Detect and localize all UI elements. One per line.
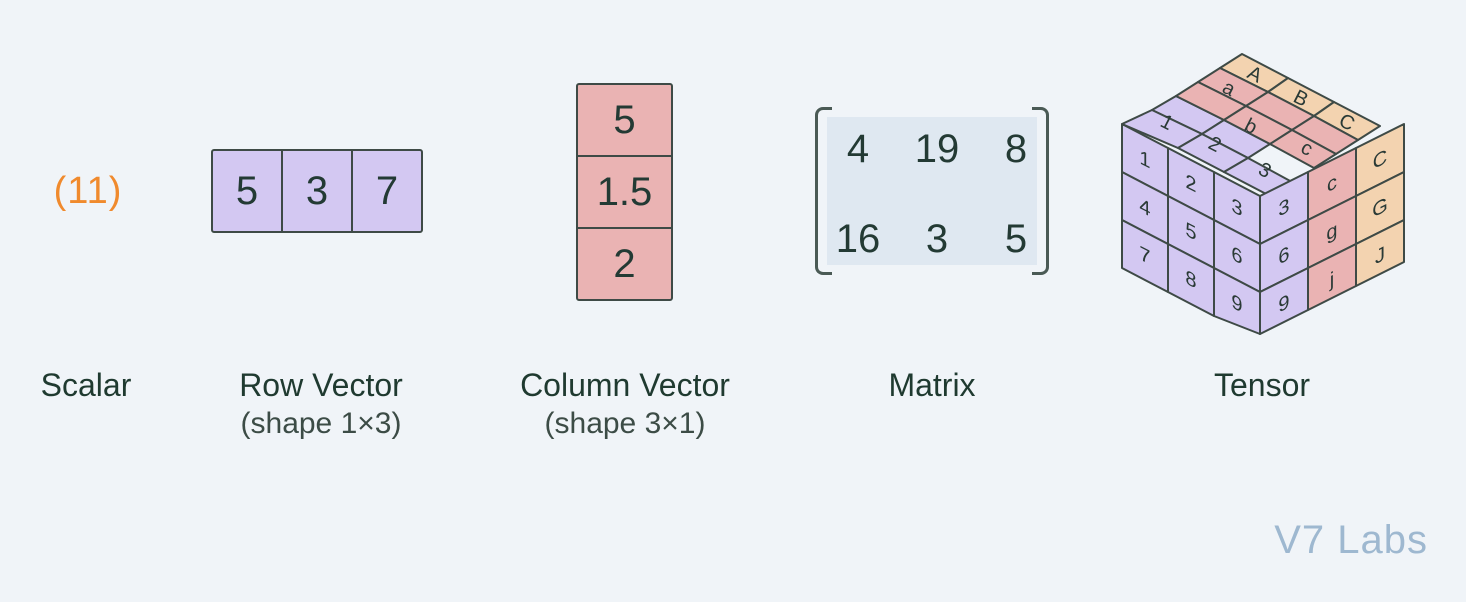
- matrix-cell: 3: [925, 217, 949, 261]
- tensor-side-label: 3: [1278, 193, 1289, 221]
- row-vector-cell: 7: [351, 149, 423, 233]
- tensor-front-label: 6: [1231, 241, 1242, 269]
- column-vector-caption: Column Vector (shape 3×1): [494, 364, 756, 442]
- tensor-front-label: 1: [1139, 145, 1150, 173]
- tensor-front-label: 7: [1139, 241, 1150, 269]
- matrix-left-bracket: [815, 107, 832, 275]
- row-vector-caption: Row Vector (shape 1×3): [200, 364, 442, 442]
- row-vector-cell: 3: [281, 149, 353, 233]
- tensor-label: Tensor: [1213, 367, 1311, 403]
- matrix-cell: 19: [914, 127, 960, 171]
- tensor-front-label: 5: [1185, 217, 1196, 245]
- matrix-cell: 4: [846, 127, 870, 171]
- scalar-value: (11): [53, 170, 123, 212]
- tensor-front-label: 2: [1185, 169, 1196, 197]
- column-vector-label: Column Vector: [520, 367, 730, 403]
- matrix-right-bracket: [1032, 107, 1049, 275]
- tensor-front-label: 9: [1231, 289, 1242, 317]
- column-vector-shape: (shape 3×1): [544, 407, 706, 440]
- row-vector: 5 3 7: [211, 149, 423, 233]
- tensor-side-label: c: [1327, 169, 1337, 197]
- watermark-logo: V7 Labs: [1274, 518, 1428, 562]
- scalar-label: Scalar: [40, 367, 132, 403]
- column-vector-cell: 2: [576, 227, 673, 301]
- tensor-side-label: g: [1326, 217, 1337, 245]
- tensor-side-label: j: [1329, 267, 1334, 292]
- column-vector: 5 1.5 2: [576, 83, 673, 301]
- tensor-cube: A a B 1 b C 2 c 3 1 2 3 4 5 6 7 8 9 3 c …: [1121, 53, 1405, 335]
- matrix-cell: 8: [1004, 127, 1028, 171]
- column-vector-cell: 1.5: [576, 155, 673, 229]
- matrix-cell: 16: [835, 217, 881, 261]
- matrix-cell: 5: [1004, 217, 1028, 261]
- tensor-front-label: 3: [1231, 193, 1242, 221]
- tensor-side-label: C: [1373, 144, 1387, 174]
- tensor-front-label: 4: [1139, 193, 1150, 221]
- tensor-side-label: 9: [1278, 289, 1289, 317]
- row-vector-shape: (shape 1×3): [240, 407, 402, 440]
- tensor-side-label: G: [1372, 192, 1388, 223]
- tensor-side-label: J: [1375, 242, 1385, 270]
- matrix-background: [827, 117, 1037, 265]
- column-vector-cell: 5: [576, 83, 673, 157]
- row-vector-label: Row Vector: [239, 367, 403, 403]
- tensor-front-label: 8: [1185, 265, 1196, 293]
- matrix: 4 19 8 16 3 5: [815, 107, 1049, 275]
- tensor-side-label: 6: [1278, 241, 1289, 269]
- row-vector-cell: 5: [211, 149, 283, 233]
- matrix-label: Matrix: [888, 367, 976, 403]
